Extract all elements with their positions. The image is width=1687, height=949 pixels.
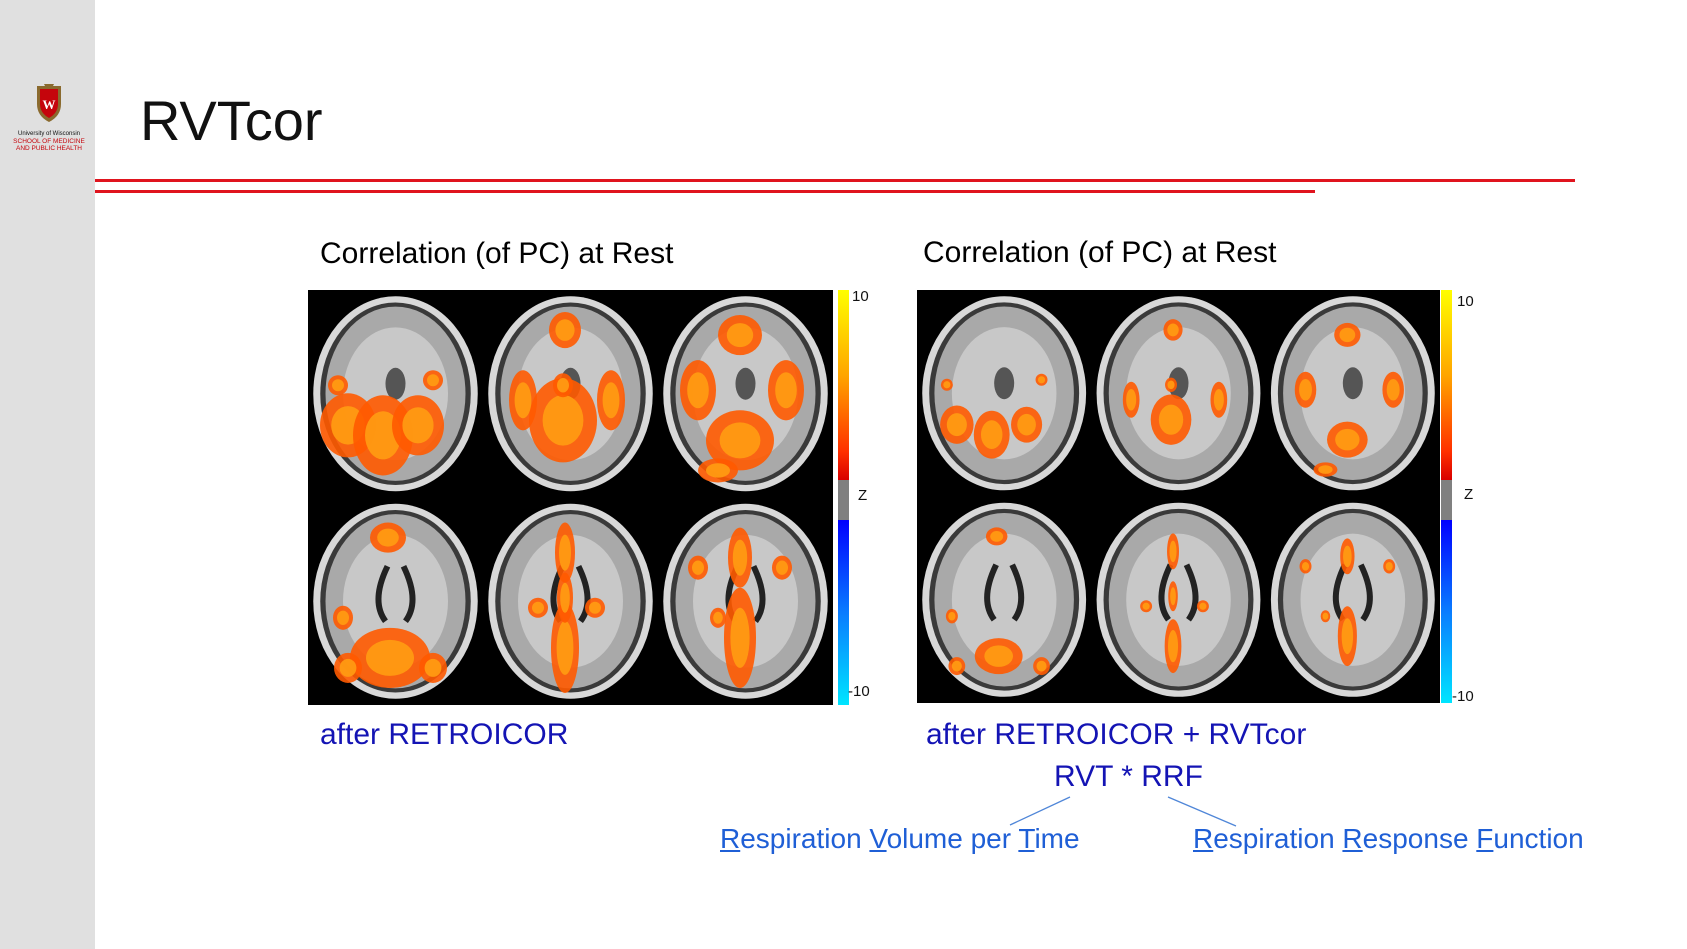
rvt-rest-3: ime bbox=[1034, 823, 1080, 854]
brain-slice bbox=[1270, 296, 1435, 491]
brain-slice bbox=[488, 503, 653, 699]
right-colorbar-max: 10 bbox=[1457, 293, 1474, 310]
sidebar: W University of Wisconsin SCHOOL OF MEDI… bbox=[0, 0, 95, 949]
brain-slice bbox=[922, 502, 1087, 697]
formula: RVT * RRF bbox=[1054, 760, 1203, 793]
brain-slice bbox=[663, 296, 828, 492]
rrf-rest-1: espiration bbox=[1213, 823, 1343, 854]
right-colorbar-mid: Z bbox=[1464, 486, 1474, 503]
title-rule-top bbox=[95, 179, 1575, 182]
right-panel-title: Correlation (of PC) at Rest bbox=[923, 236, 1277, 269]
slide-title: RVTcor bbox=[140, 89, 323, 152]
logo-line-university: University of Wisconsin bbox=[17, 131, 80, 137]
brain-slice bbox=[1270, 502, 1435, 697]
right-colorbar-negative bbox=[1441, 520, 1452, 703]
logo-line-school: SCHOOL OF MEDICINE bbox=[13, 138, 85, 145]
left-colorbar-min: -10 bbox=[848, 683, 870, 700]
rvt-initial-2: V bbox=[869, 823, 887, 854]
brain-slice bbox=[313, 503, 478, 699]
connector-rrf bbox=[1167, 796, 1237, 827]
left-colorbar-neutral bbox=[838, 480, 849, 520]
rrf-rest-3: unction bbox=[1493, 823, 1584, 854]
left-colorbar-max: 10 bbox=[852, 288, 869, 305]
university-logo: W University of Wisconsin SCHOOL OF MEDI… bbox=[5, 82, 93, 152]
left-brain-montage bbox=[308, 290, 833, 705]
rvt-rest-2: olume per bbox=[886, 823, 1019, 854]
title-rule-bottom bbox=[95, 190, 1315, 193]
brain-slice bbox=[922, 296, 1087, 491]
right-brain-montage bbox=[917, 290, 1440, 703]
svg-text:W: W bbox=[43, 97, 56, 112]
rrf-initial-3: F bbox=[1476, 823, 1494, 854]
right-colorbar-neutral bbox=[1441, 480, 1452, 520]
connector-rvt bbox=[1009, 796, 1071, 826]
right-colorbar-positive bbox=[1441, 290, 1452, 480]
rvt-expansion: Respiration Volume per Time bbox=[720, 823, 1080, 855]
rvt-initial-1: R bbox=[720, 823, 741, 854]
rrf-rest-2: esponse bbox=[1362, 823, 1477, 854]
crest-icon: W bbox=[37, 84, 61, 122]
brain-slice bbox=[1096, 502, 1261, 697]
left-caption: after RETROICOR bbox=[320, 718, 569, 751]
logo-line-health: AND PUBLIC HEALTH bbox=[16, 145, 82, 152]
left-colorbar-positive bbox=[838, 290, 849, 480]
brain-slice bbox=[1096, 296, 1261, 491]
rrf-initial-1: R bbox=[1193, 823, 1214, 854]
rvt-rest-1: espiration bbox=[740, 823, 870, 854]
right-caption: after RETROICOR + RVTcor bbox=[926, 718, 1307, 751]
brain-slice bbox=[663, 503, 828, 699]
left-colorbar-negative bbox=[838, 520, 849, 705]
brain-slice bbox=[488, 296, 653, 492]
left-panel-title: Correlation (of PC) at Rest bbox=[320, 237, 674, 270]
right-colorbar-min: -10 bbox=[1452, 688, 1474, 705]
left-colorbar-mid: Z bbox=[858, 487, 868, 504]
brain-slice bbox=[313, 296, 478, 492]
rrf-expansion: Respiration Response Function bbox=[1193, 823, 1584, 855]
rvt-initial-3: T bbox=[1018, 823, 1035, 854]
rrf-initial-2: R bbox=[1342, 823, 1363, 854]
